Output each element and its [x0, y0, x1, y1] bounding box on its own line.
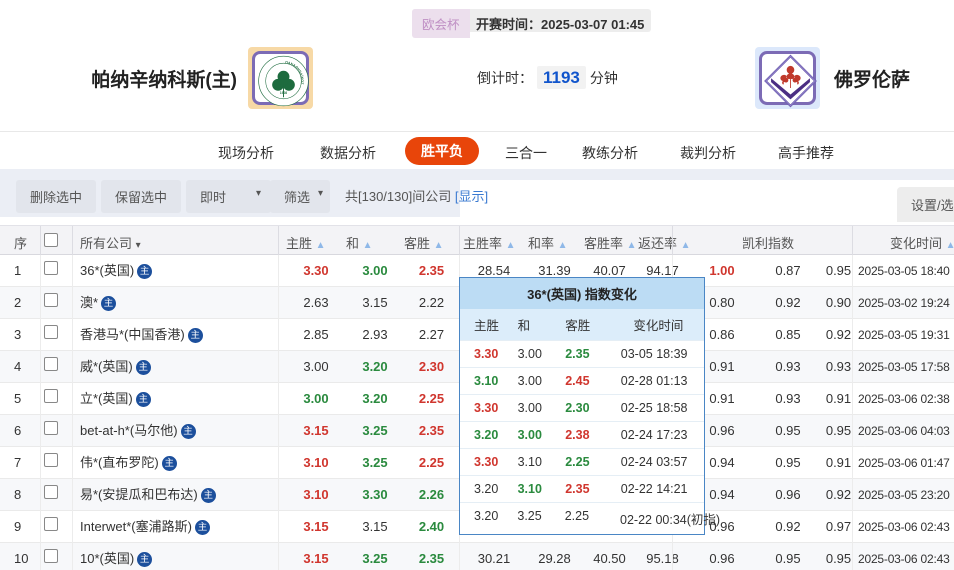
svg-text:1908: 1908: [280, 91, 287, 95]
